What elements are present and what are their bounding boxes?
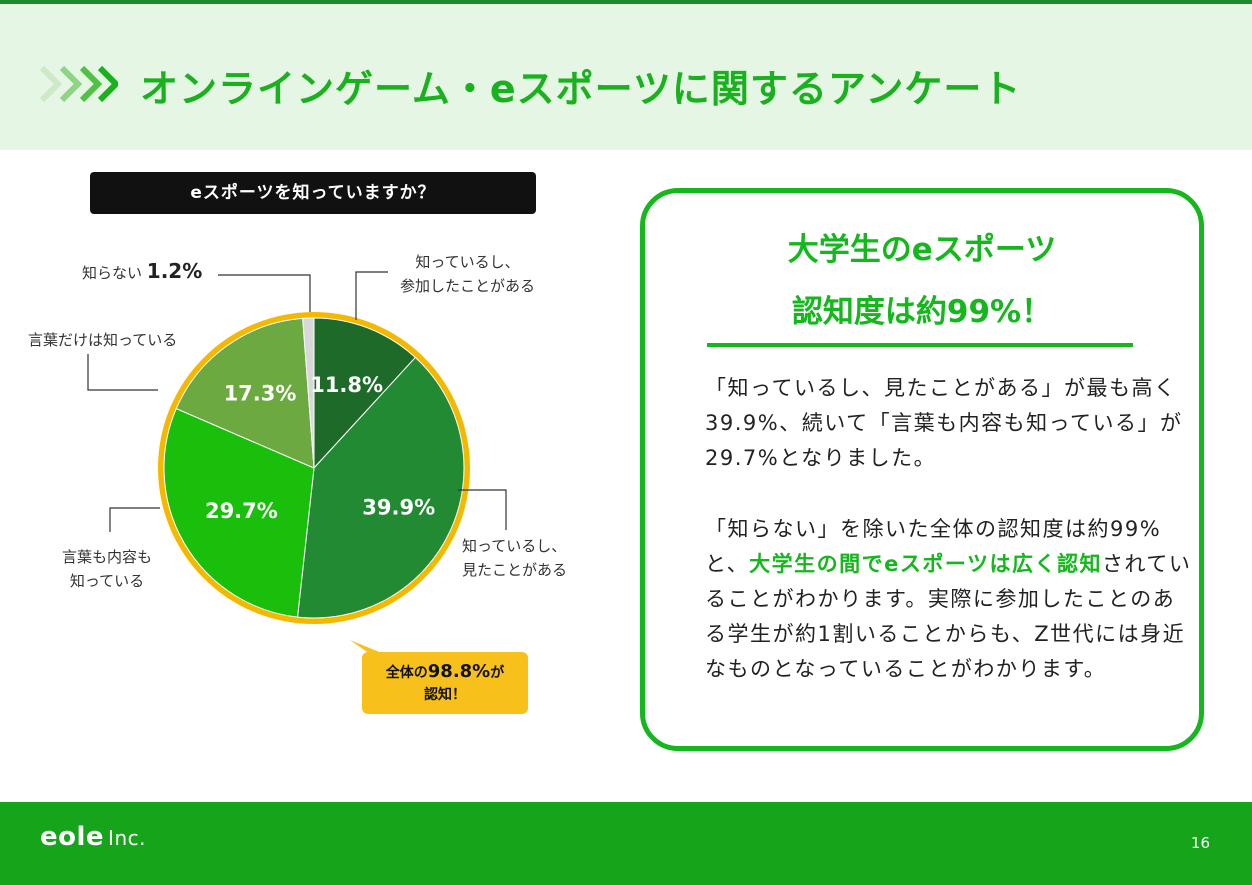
page-number: 16 <box>1190 834 1210 852</box>
label-unknown: 知らない 1.2% <box>82 259 202 285</box>
pie-data-label-content: 29.7% <box>205 499 278 523</box>
footer-band <box>0 802 1252 885</box>
page-title: オンラインゲーム・eスポーツに関するアンケート <box>140 67 1022 111</box>
leader-line-content <box>109 507 160 532</box>
label-unknown-value: 1.2% <box>146 259 203 283</box>
pie-data-label-word-only: 17.3% <box>224 381 297 405</box>
label-content: 言葉も内容も 知っている <box>62 545 152 593</box>
pie-data-label-watched: 39.9% <box>362 495 435 519</box>
recognition-callout: 全体の98.8%が 認知！ <box>362 652 528 714</box>
callout-value: 98.8% <box>427 660 491 682</box>
summary-p2-highlight: 大学生の間でeスポーツは広く認知 <box>749 552 1102 576</box>
label-word-only: 言葉だけは知っている <box>28 331 178 349</box>
summary-body: 「知っているし、見たことがある」が最も高く39.9%、続いて「言葉も内容も知って… <box>705 371 1195 723</box>
pie-slice-content <box>163 407 315 618</box>
leader-lines <box>87 271 507 532</box>
summary-paragraph-2: 「知らない」を除いた全体の認知度は約99%と、大学生の間でeスポーツは広く認知さ… <box>705 512 1195 687</box>
summary-heading-line1: 大学生のeスポーツ <box>787 232 1057 268</box>
label-content-line1: 言葉も内容も <box>62 548 153 566</box>
logo-suffix: Inc. <box>108 826 146 850</box>
leader-line-watched <box>458 489 507 530</box>
pie-slice-word-only <box>175 317 315 469</box>
label-content-line2: 知っている <box>69 572 145 590</box>
label-participated-line2: 参加したことがある <box>400 277 536 295</box>
header-band <box>0 4 1252 150</box>
chevrons-icon <box>39 65 118 103</box>
pie-slice-participated <box>313 317 417 470</box>
company-logo: eole Inc. <box>40 822 146 852</box>
summary-p2-part-a: 「知らない」を除いた全体の認知度は約99%と、 <box>705 517 1162 576</box>
summary-p2-part-b: されていることがわかります。実際に参加したことのある学生が約1割いることからも、… <box>705 552 1192 681</box>
logo-text: eole <box>40 822 105 852</box>
question-box: eスポーツを知っていますか？ <box>90 172 536 214</box>
callout-line1: 全体の98.8%が <box>386 661 504 684</box>
label-participated-line1: 知っているし、 <box>415 253 520 271</box>
pie-chart: 11.8% 39.9% 29.7% 17.3% <box>87 271 507 624</box>
leader-line-unknown <box>218 274 311 312</box>
callout-tail <box>350 640 384 654</box>
pie-slice-unknown <box>302 317 315 469</box>
summary-divider <box>707 343 1133 347</box>
summary-box: 大学生のeスポーツ 認知度は約99%！ 「知っているし、見たことがある」が最も高… <box>640 188 1204 751</box>
callout-text3: 認知！ <box>424 686 466 703</box>
label-unknown-text: 知らない <box>82 264 143 282</box>
summary-heading-line2: 認知度は約99%！ <box>791 294 1053 330</box>
label-participated: 知っているし、 参加したことがある <box>400 250 535 298</box>
label-watched: 知っているし、 見たことがある <box>462 534 567 582</box>
top-stripe <box>0 0 1252 4</box>
leader-line-participated <box>355 271 388 320</box>
label-watched-line2: 見たことがある <box>462 561 568 579</box>
pie-slice-watched <box>296 356 465 619</box>
callout-text1: 全体の <box>385 664 428 681</box>
callout-text2: が <box>490 664 505 681</box>
pie-data-label-participated: 11.8% <box>310 373 383 397</box>
summary-paragraph-1: 「知っているし、見たことがある」が最も高く39.9%、続いて「言葉も内容も知って… <box>705 376 1183 470</box>
leader-line-word-only <box>87 354 158 391</box>
label-watched-line1: 知っているし、 <box>462 537 567 555</box>
summary-heading: 大学生のeスポーツ 認知度は約99%！ <box>645 219 1199 343</box>
